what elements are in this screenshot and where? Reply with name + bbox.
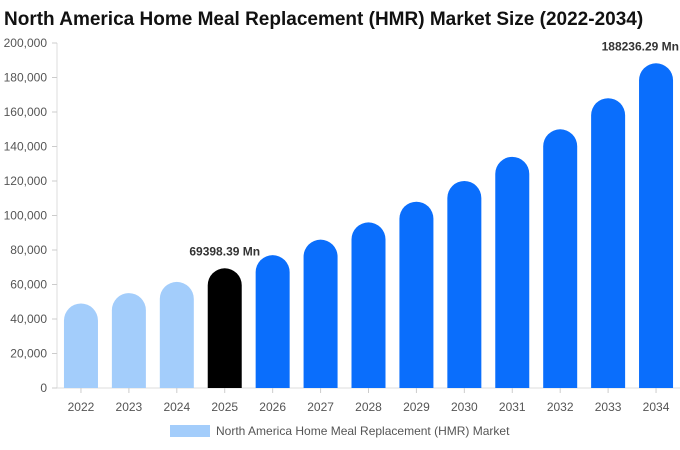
legend-label: North America Home Meal Replacement (HMR… bbox=[216, 424, 510, 438]
y-tick-label: 180,000 bbox=[4, 71, 48, 85]
bar bbox=[63, 303, 98, 388]
bar bbox=[207, 268, 242, 388]
bar bbox=[399, 201, 434, 388]
x-tick-label: 2034 bbox=[643, 400, 670, 414]
bar bbox=[111, 293, 146, 388]
x-tick-label: 2026 bbox=[259, 400, 286, 414]
x-tick-label: 2033 bbox=[595, 400, 622, 414]
bar bbox=[159, 281, 194, 388]
bar bbox=[639, 63, 674, 389]
bar bbox=[303, 239, 338, 388]
legend: North America Home Meal Replacement (HMR… bbox=[170, 424, 509, 438]
bar bbox=[495, 156, 530, 388]
x-tick-label: 2030 bbox=[451, 400, 478, 414]
bar bbox=[543, 129, 578, 388]
y-tick-label: 200,000 bbox=[4, 36, 48, 50]
bar bbox=[255, 255, 290, 388]
bar bbox=[351, 222, 386, 388]
y-tick-label: 80,000 bbox=[10, 243, 47, 257]
y-tick-label: 160,000 bbox=[4, 105, 48, 119]
y-tick-label: 140,000 bbox=[4, 140, 48, 154]
legend-swatch bbox=[170, 425, 210, 437]
x-tick-label: 2024 bbox=[163, 400, 190, 414]
y-tick-label: 60,000 bbox=[10, 278, 47, 292]
x-tick-label: 2022 bbox=[68, 400, 95, 414]
bar bbox=[447, 181, 482, 388]
x-tick-label: 2028 bbox=[355, 400, 382, 414]
y-tick-label: 100,000 bbox=[4, 209, 48, 223]
y-tick-label: 0 bbox=[40, 381, 47, 395]
data-label: 69398.39 Mn bbox=[189, 244, 260, 258]
x-tick-label: 2025 bbox=[211, 400, 238, 414]
y-tick-label: 120,000 bbox=[4, 174, 48, 188]
data-label: 188236.29 Mn bbox=[602, 39, 679, 53]
x-tick-label: 2029 bbox=[403, 400, 430, 414]
y-tick-label: 20,000 bbox=[10, 347, 47, 361]
x-tick-label: 2031 bbox=[499, 400, 526, 414]
chart-title: North America Home Meal Replacement (HMR… bbox=[4, 9, 644, 30]
bar bbox=[591, 98, 626, 388]
x-tick-label: 2027 bbox=[307, 400, 334, 414]
y-tick-label: 40,000 bbox=[10, 312, 47, 326]
x-tick-label: 2023 bbox=[116, 400, 143, 414]
x-tick-label: 2032 bbox=[547, 400, 574, 414]
